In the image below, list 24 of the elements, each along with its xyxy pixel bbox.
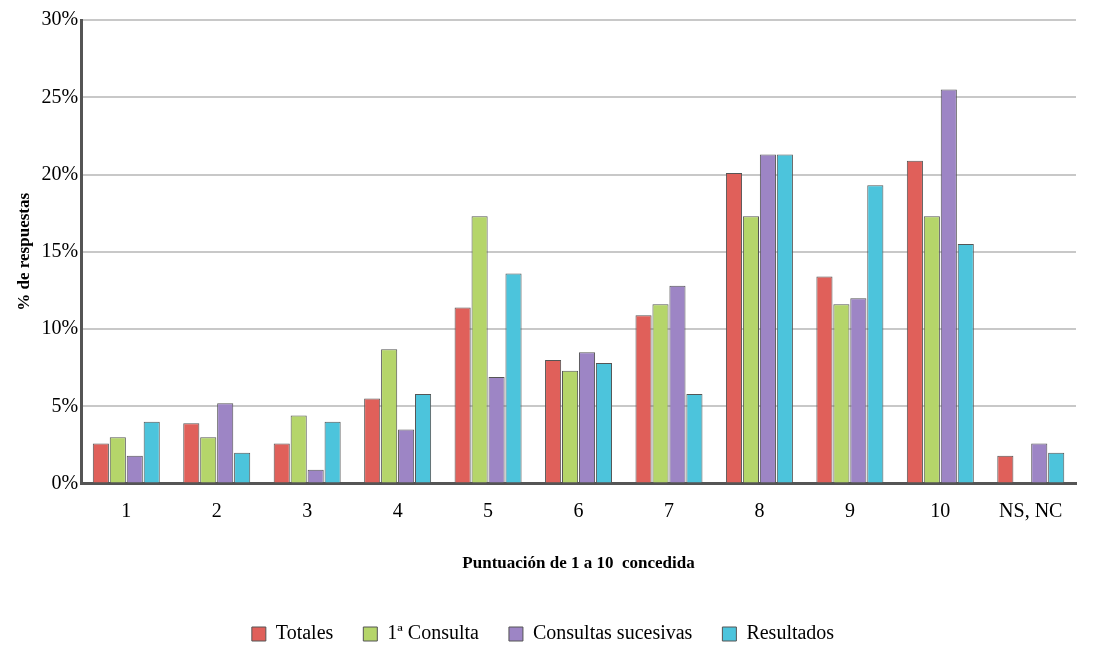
x-tick-label: 1 xyxy=(121,498,132,521)
legend-label: Resultados xyxy=(746,621,835,644)
x-tick-label: NS, NC xyxy=(999,498,1063,521)
y-tick-label: 30% xyxy=(41,7,79,30)
x-tick-label: 2 xyxy=(211,498,222,521)
y-tick-label: 25% xyxy=(41,84,79,107)
legend-label: Totales xyxy=(275,621,334,644)
x-tick-label: 6 xyxy=(573,498,584,521)
x-tick-label: 5 xyxy=(483,498,494,521)
x-tick-label: 3 xyxy=(302,498,313,521)
y-tick-label: 10% xyxy=(41,316,79,339)
x-tick-label: 8 xyxy=(754,498,765,521)
x-tick-label: 7 xyxy=(663,498,674,521)
x-axis-title: Puntuación de 1 a 10 concedida xyxy=(462,553,696,573)
legend-label: 1ª Consulta xyxy=(387,621,480,644)
legend-label: Consultas sucesivas xyxy=(532,621,693,644)
y-tick-label: 20% xyxy=(41,161,79,184)
y-axis-title: % de respuestas xyxy=(13,192,33,311)
x-tick-label: 4 xyxy=(392,498,403,521)
y-tick-label: 15% xyxy=(41,239,79,262)
x-tick-label: 9 xyxy=(844,498,855,521)
y-tick-label: 0% xyxy=(51,470,79,493)
x-tick-label: 10 xyxy=(930,498,951,521)
y-tick-label: 5% xyxy=(51,393,79,416)
